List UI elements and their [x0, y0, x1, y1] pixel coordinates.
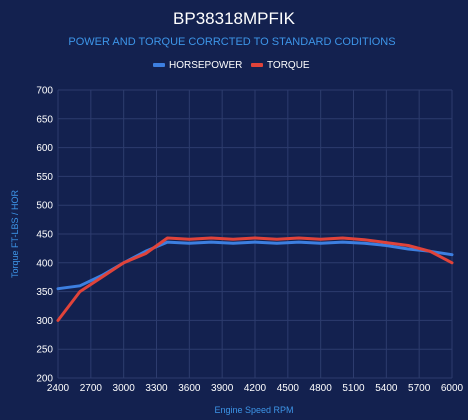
x-tick-labels: 2400 2700 3000 3300 3600 3900 4200 4500 4800 5100…: [47, 383, 464, 394]
y-tick-label: 700: [36, 86, 53, 97]
x-tick-label: 3900: [211, 383, 234, 394]
y-tick-label: 500: [36, 201, 53, 212]
y-tick-label: 350: [36, 287, 53, 298]
y-tick-labels: 200 250 300 350 400 450 500 550 600 650 700: [36, 86, 53, 385]
y-tick-label: 300: [36, 316, 53, 327]
series-line-torque: [56, 236, 454, 322]
legend-label-horsepower: HORSEPOWER: [169, 60, 242, 71]
legend: HORSEPOWER TORQUE: [153, 60, 310, 71]
legend-label-torque: TORQUE: [267, 60, 310, 71]
x-tick-label: 3600: [178, 383, 201, 394]
legend-item-torque[interactable]: TORQUE: [251, 60, 310, 71]
x-tick-label: 3300: [145, 383, 168, 394]
y-tick-label: 550: [36, 172, 53, 183]
x-tick-label: 4800: [310, 383, 333, 394]
legend-swatch-horsepower: [153, 63, 165, 67]
x-tick-label: 2400: [47, 383, 70, 394]
y-tick-label: 200: [36, 374, 53, 385]
legend-swatch-torque: [251, 63, 263, 67]
x-tick-label: 3000: [113, 383, 136, 394]
y-tick-label: 600: [36, 143, 53, 154]
series-lines: [56, 236, 454, 322]
grid: [57, 89, 453, 379]
x-tick-label: 4500: [277, 383, 300, 394]
y-tick-label: 250: [36, 345, 53, 356]
chart-title: BP38318MPFIK: [173, 9, 296, 28]
chart-subtitle: POWER AND TORQUE CORRCTED TO STANDARD CO…: [68, 36, 395, 48]
x-axis-title: Engine Speed RPM: [214, 405, 293, 415]
x-tick-label: 2700: [80, 383, 103, 394]
x-tick-label: 5400: [375, 383, 398, 394]
y-axis-title: Torque FT-LBS / HOR: [10, 189, 20, 278]
y-tick-label: 650: [36, 114, 53, 125]
x-tick-label: 4200: [244, 383, 267, 394]
y-tick-label: 400: [36, 258, 53, 269]
x-tick-label: 5700: [408, 383, 431, 394]
x-tick-label: 5100: [342, 383, 365, 394]
y-tick-label: 450: [36, 230, 53, 241]
legend-item-horsepower[interactable]: HORSEPOWER: [153, 60, 242, 71]
x-tick-label: 6000: [441, 383, 464, 394]
